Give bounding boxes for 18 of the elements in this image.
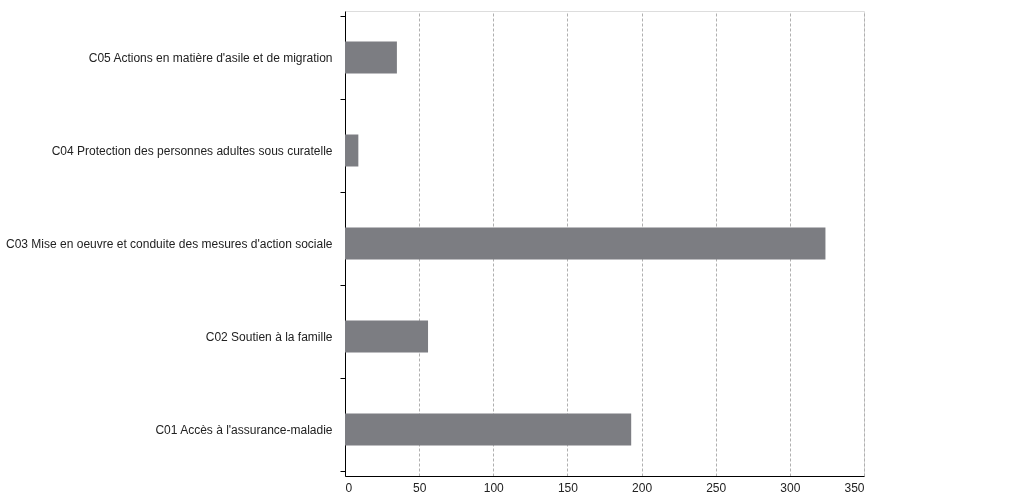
y-tick-label: C02 Soutien à la famille <box>205 330 333 344</box>
x-tick-label: 200 <box>632 480 653 495</box>
bar <box>345 227 826 260</box>
x-tick-label: 250 <box>706 480 727 495</box>
x-tick-label: 50 <box>412 480 427 495</box>
bar <box>345 134 359 167</box>
bar <box>345 413 632 446</box>
bar <box>345 320 429 353</box>
x-tick-label: 100 <box>483 480 505 495</box>
x-tick-label: 0 <box>345 480 353 495</box>
y-tick-label: C01 Accès à l'assurance-maladie <box>155 423 333 437</box>
x-tick-label: 350 <box>844 480 865 495</box>
y-tick-label: C03 Mise en oeuvre et conduite des mesures d'action sociale <box>6 237 333 251</box>
y-tick-label: C05 Actions en matière d'asile et de migration <box>88 51 333 65</box>
x-tick-label: 300 <box>780 480 801 495</box>
y-tick-label: C04 Protection des personnes adultes sous curatelle <box>51 144 333 158</box>
bar <box>345 41 397 74</box>
x-tick-label: 150 <box>557 480 579 495</box>
